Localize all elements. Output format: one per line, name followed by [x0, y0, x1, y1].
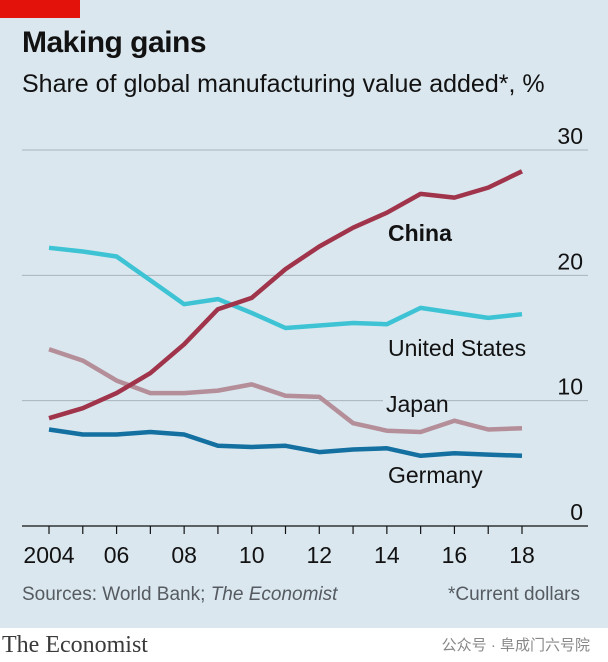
- y-tick-label: 20: [557, 248, 583, 274]
- watermark-text: 公众号 · 阜成门六号院: [441, 637, 590, 654]
- x-tick-label: 10: [239, 542, 265, 568]
- publication-logo: The Economist: [2, 632, 148, 658]
- brand-red-tag: [0, 0, 80, 18]
- series-label-united-states: United States: [388, 335, 526, 361]
- label-backing: [383, 391, 445, 419]
- series-lines: [48, 169, 523, 459]
- y-tick-labels: 0 10 20 30: [557, 123, 583, 525]
- x-tick-label: 18: [509, 542, 535, 568]
- chart-title: Making gains: [22, 26, 207, 59]
- x-tick-label: 12: [306, 542, 332, 568]
- x-tick-label: 06: [104, 542, 130, 568]
- series-line-china: [48, 169, 523, 421]
- sources-note: Sources: World Bank; The Economist: [22, 584, 337, 606]
- y-tick-label: 30: [557, 123, 583, 149]
- x-axis: 2004 06 08 10 12 14 16 18: [22, 525, 588, 568]
- chart-card: Making gains Share of global manufacturi…: [0, 0, 608, 628]
- x-tick-label: 14: [374, 542, 400, 568]
- series-label-japan: Japan: [386, 391, 449, 417]
- x-tick-label: 2004: [23, 542, 74, 568]
- series-labels: China United States Japan Germany: [383, 220, 526, 488]
- y-tick-label: 10: [557, 374, 583, 400]
- gridlines: [22, 149, 588, 402]
- series-line-germany: [48, 427, 523, 459]
- line-chart: China United States Japan Germany 0 10 20 30 2…: [22, 123, 588, 568]
- footnote: *Current dollars: [448, 584, 580, 605]
- x-tick-label: 08: [171, 542, 197, 568]
- series-line-united-states: [48, 245, 523, 331]
- sources-publication: The Economist: [210, 584, 338, 605]
- y-tick-label: 0: [570, 499, 583, 525]
- series-label-germany: Germany: [388, 462, 483, 488]
- series-label-china: China: [388, 220, 452, 246]
- chart-subtitle: Share of global manufacturing value adde…: [22, 70, 545, 98]
- sources-text: Sources: World Bank;: [22, 584, 211, 605]
- x-tick-label: 16: [442, 542, 468, 568]
